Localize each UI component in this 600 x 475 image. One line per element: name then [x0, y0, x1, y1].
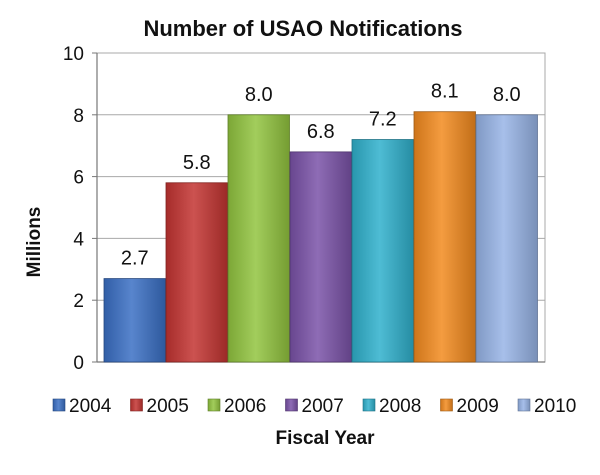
data-label-2008: 7.2 [369, 109, 397, 131]
legend-label-2004: 2004 [69, 396, 112, 417]
legend-label-2010: 2010 [534, 396, 576, 417]
bars [103, 111, 538, 363]
y-tick-label: 2 [73, 291, 84, 312]
bar-2006 [227, 114, 290, 363]
data-label-2005: 5.8 [183, 152, 211, 174]
data-labels: 2.7 5.8 8.0 6.8 7.2 8.1 8.0 [121, 81, 521, 270]
legend-swatch-2010 [517, 398, 531, 412]
legend-swatch-2005 [130, 398, 143, 412]
data-label-2004: 2.7 [121, 248, 149, 270]
legend: 2004 2005 2006 2007 2008 2009 2010 [52, 396, 576, 417]
bar-2005 [165, 182, 228, 363]
data-label-2009: 8.1 [431, 81, 459, 103]
legend-label-2007: 2007 [302, 396, 344, 417]
bar-2004 [103, 278, 166, 363]
y-tick-labels: 0 2 4 6 8 10 [63, 44, 85, 374]
chart-title: Number of USAO Notifications [143, 16, 462, 41]
y-axis-title: Millions [24, 207, 45, 278]
data-label-2010: 8.0 [493, 84, 521, 106]
legend-swatch-2004 [52, 398, 66, 412]
legend-swatch-2006 [207, 398, 221, 412]
bar-2008 [351, 139, 414, 363]
legend-swatch-2009 [440, 398, 453, 412]
y-tick-label: 10 [63, 44, 84, 65]
legend-label-2008: 2008 [379, 396, 421, 417]
legend-label-2009: 2009 [457, 396, 499, 417]
legend-swatch-2007 [285, 398, 298, 412]
y-tick-label: 0 [73, 353, 84, 374]
legend-label-2006: 2006 [224, 396, 266, 417]
legend-label-2005: 2005 [147, 396, 189, 417]
legend-swatch-2008 [362, 398, 376, 412]
data-label-2006: 8.0 [245, 84, 273, 106]
bar-2009 [413, 111, 476, 363]
bar-2007 [289, 151, 352, 363]
x-axis-title: Fiscal Year [276, 428, 376, 449]
data-label-2007: 6.8 [307, 121, 335, 143]
y-tick-label: 6 [73, 168, 84, 189]
y-tick-label: 4 [73, 229, 84, 250]
y-tick-label: 8 [73, 106, 84, 127]
bar-2010 [475, 114, 538, 363]
